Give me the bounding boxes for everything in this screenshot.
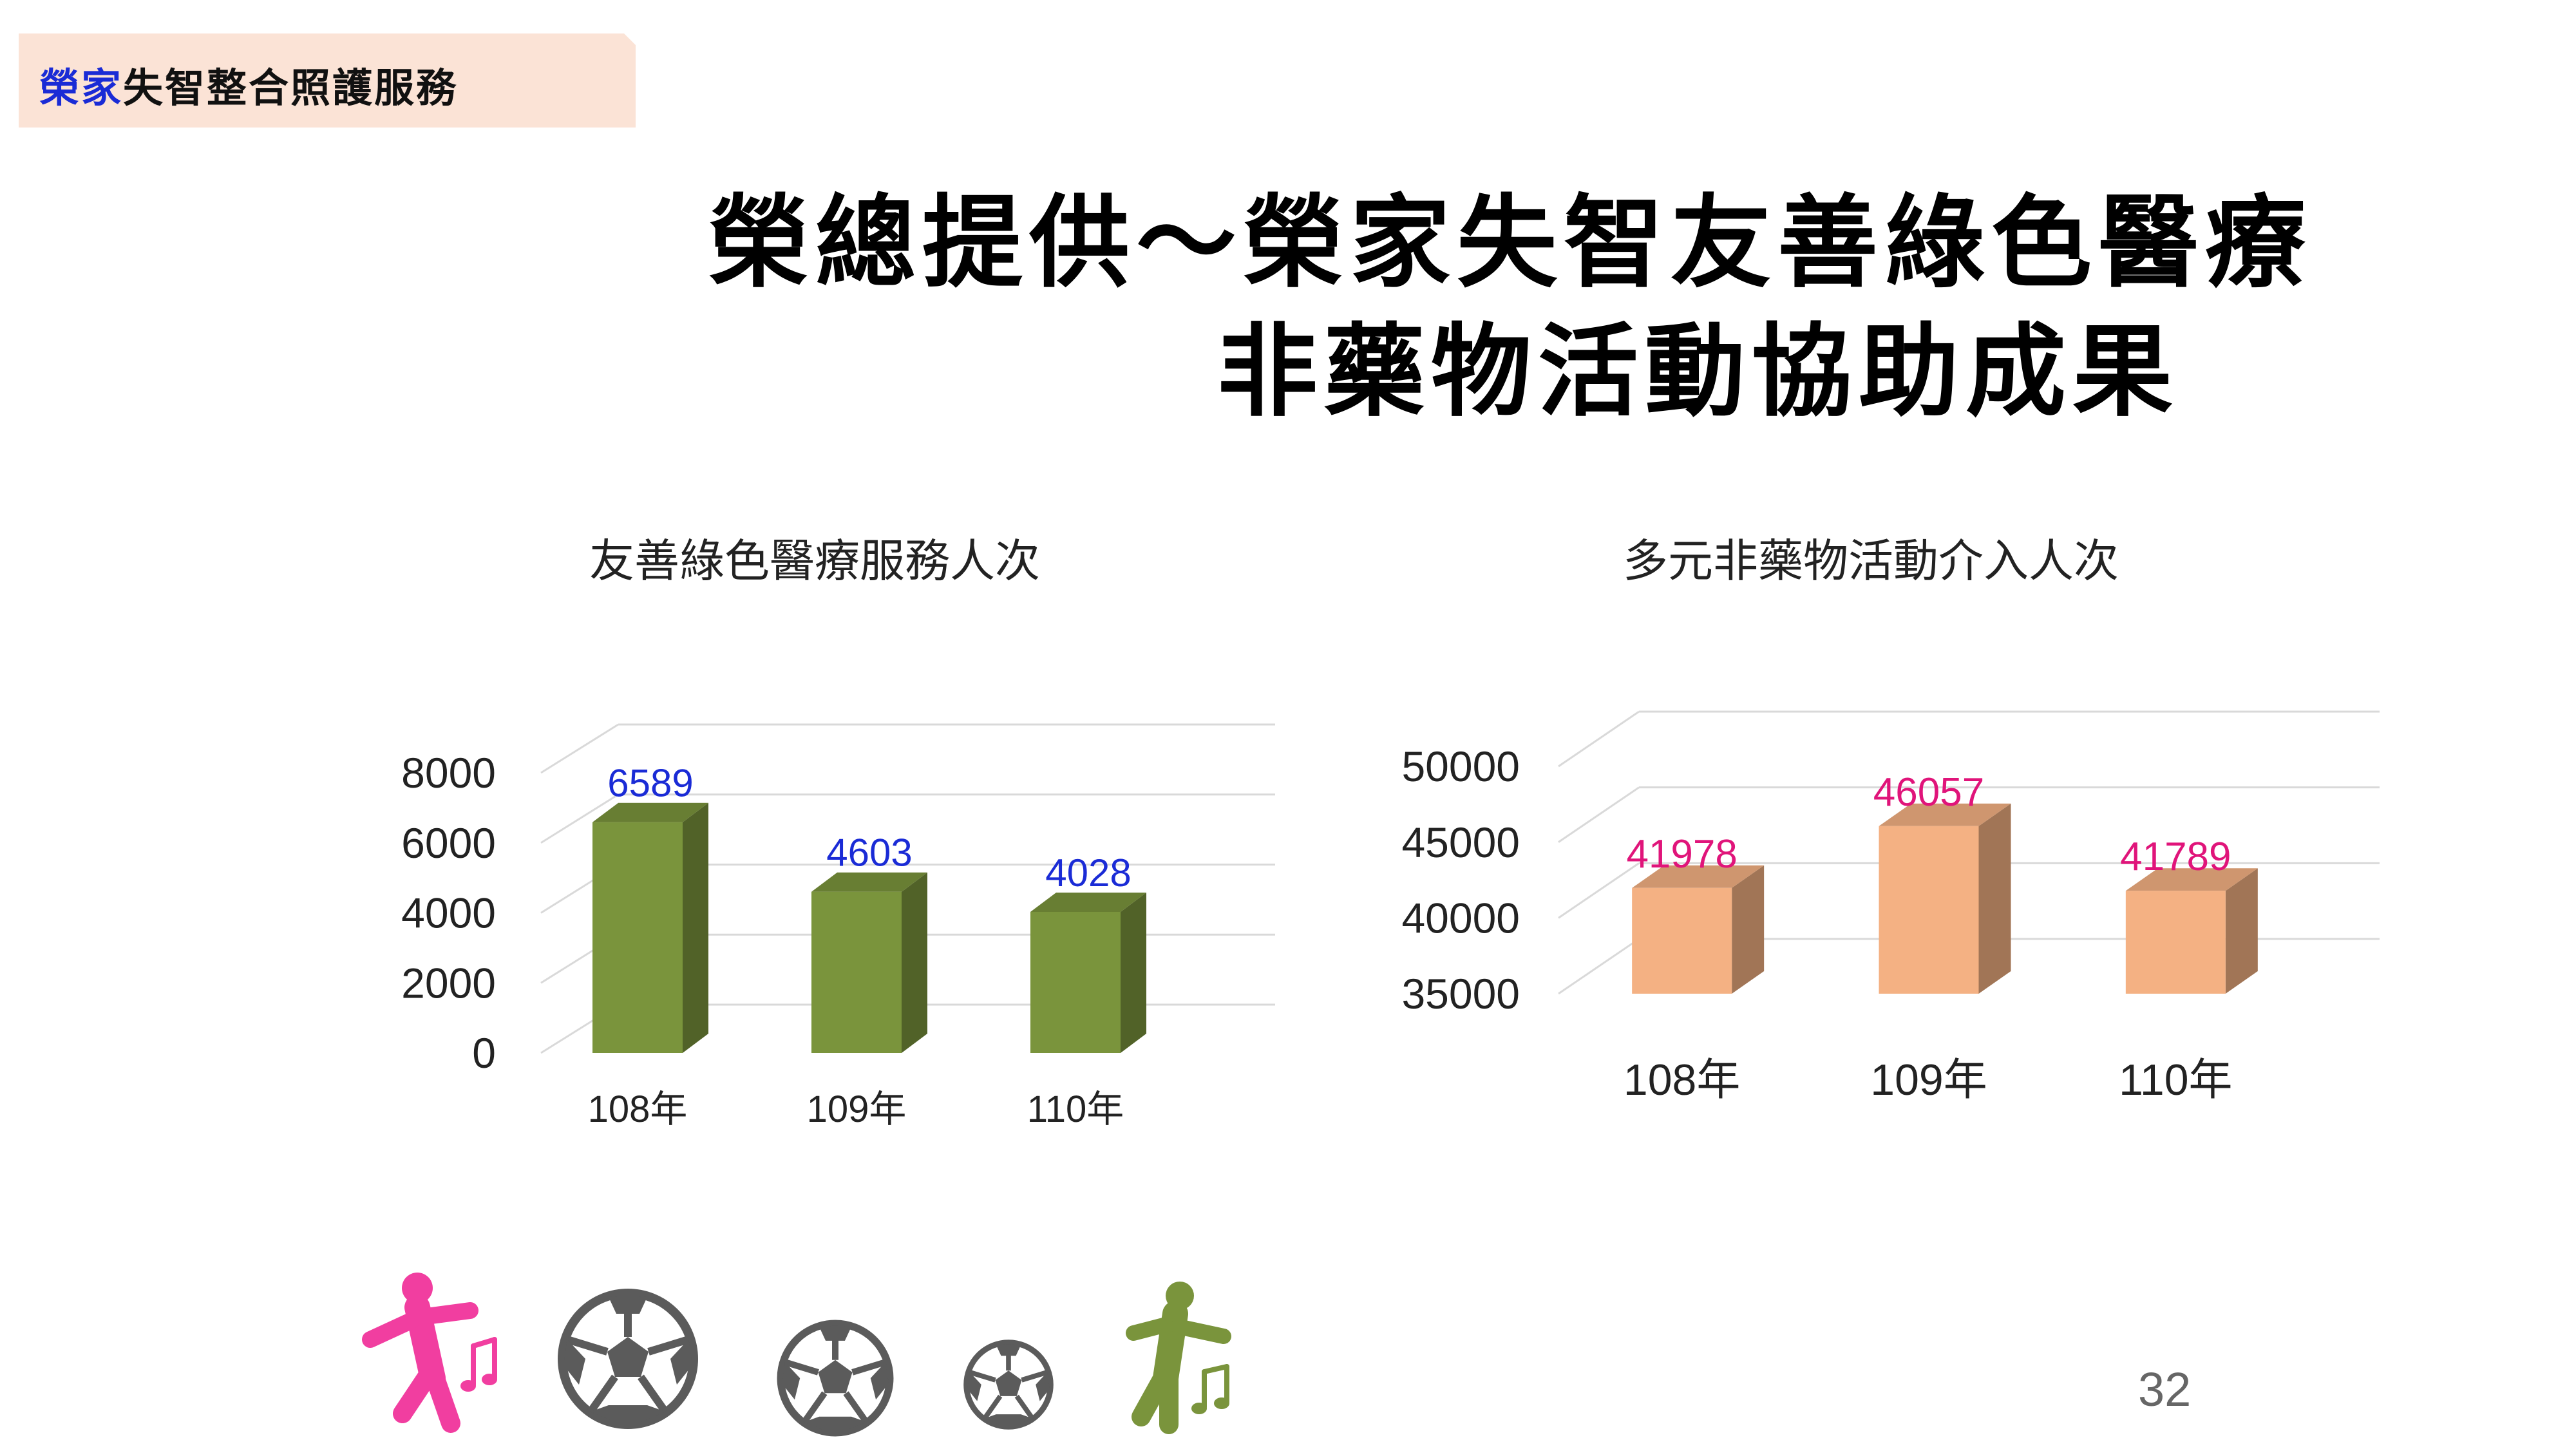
y-tick-label: 45000: [1401, 819, 1520, 866]
bar-side: [1121, 892, 1146, 1053]
data-label: 46057: [1873, 770, 1984, 815]
page-title-line2: 非藥物活動協助成果: [1217, 312, 2179, 430]
bar: [1879, 826, 1979, 994]
gridline-diagonal: [540, 793, 619, 844]
data-label: 4028: [1045, 851, 1131, 895]
bar-side: [902, 872, 927, 1053]
dancing-person-icon: [1126, 1282, 1231, 1434]
x-tick-label: 110年: [1027, 1088, 1124, 1130]
header-tag-rest: 失智整合照護服務: [123, 64, 459, 111]
y-tick-label: 4000: [401, 889, 496, 937]
bar: [1632, 887, 1732, 994]
y-tick-label: 40000: [1401, 894, 1520, 942]
y-tick-label: 0: [472, 1029, 496, 1077]
x-tick-label: 110年: [2119, 1056, 2232, 1104]
bar-top: [1030, 892, 1146, 912]
bar-side: [1978, 803, 2011, 994]
bar-top: [811, 872, 927, 892]
bar-top: [592, 802, 708, 822]
data-label: 4603: [826, 831, 912, 875]
gridline-diagonal: [1558, 786, 1640, 843]
y-tick-label: 35000: [1401, 970, 1520, 1018]
gridline-diagonal: [1558, 710, 1640, 768]
data-label: 41978: [1626, 832, 1737, 876]
soccer-ball-icon: [777, 1320, 894, 1437]
y-tick-label: 6000: [401, 819, 496, 867]
data-label: 6589: [607, 762, 693, 805]
y-tick-label: 2000: [401, 959, 496, 1007]
soccer-ball-icon: [963, 1340, 1054, 1430]
gridline-diagonal: [1558, 938, 1640, 995]
y-tick-label: 8000: [401, 749, 496, 797]
bar-top: [1632, 865, 1765, 888]
x-tick-label: 109年: [807, 1088, 907, 1130]
x-tick-label: 108年: [1624, 1056, 1740, 1104]
page-title-line1: 榮總提供～榮家失智友善綠色醫療: [708, 184, 2312, 301]
bar-side: [1732, 865, 1765, 994]
dancing-person-icon: [362, 1273, 497, 1433]
data-label: 41789: [2120, 835, 2231, 879]
header-tag: 榮家失智整合照護服務: [19, 33, 636, 128]
gridline-diagonal: [1558, 862, 1640, 919]
header-tag-text: 榮家失智整合照護服務: [39, 55, 458, 113]
bar: [811, 891, 902, 1053]
bar: [592, 822, 683, 1053]
bar-side: [683, 802, 708, 1053]
soccer-ball-icon: [558, 1289, 698, 1429]
left-chart-title: 友善綠色醫療服務人次: [589, 535, 1040, 587]
bar-side: [2225, 868, 2258, 994]
right-chart-title: 多元非藥物活動介入人次: [1623, 535, 2119, 587]
page-number: 32: [2138, 1363, 2192, 1416]
gridline-diagonal: [540, 723, 619, 774]
x-tick-label: 108年: [588, 1088, 688, 1130]
bar: [2125, 891, 2226, 994]
y-tick-label: 50000: [1401, 743, 1520, 790]
bar-top: [2125, 868, 2258, 891]
header-tag-highlight: 榮家: [39, 64, 124, 111]
x-tick-label: 109年: [1870, 1056, 1987, 1104]
bar: [1030, 911, 1121, 1053]
bar-top: [1879, 803, 2011, 826]
